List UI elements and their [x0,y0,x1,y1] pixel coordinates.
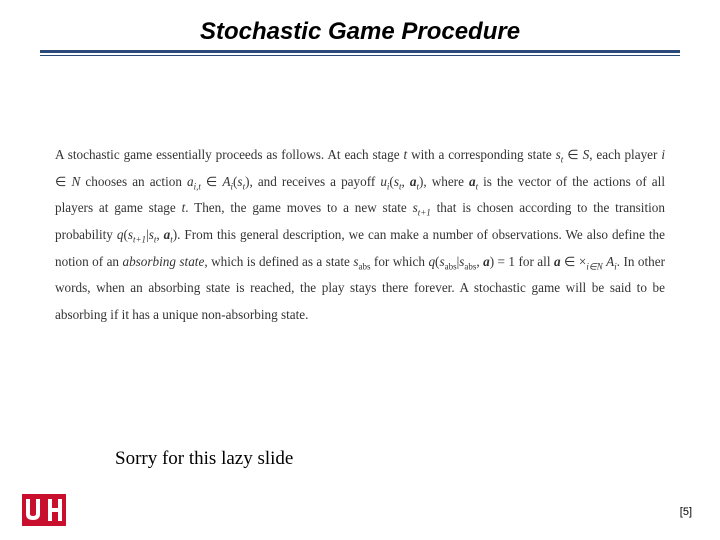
seg-7: . Then, the game moves to a new state [185,200,412,215]
body-content: A stochastic game essentially proceeds a… [0,62,720,328]
page-number: [5] [680,506,692,518]
slide-title: Stochastic Game Procedure [40,18,680,46]
uh-logo [22,494,66,526]
sorry-note: Sorry for this lazy slide [115,448,293,470]
seg-10: absorbing state [122,254,204,269]
seg-11: , which is defined as a state [204,254,353,269]
seg-0: A stochastic game essentially proceeds a… [55,147,404,162]
paragraph: A stochastic game essentially proceeds a… [55,142,665,328]
seg-3: chooses an action [80,174,187,189]
title-underline [40,50,680,56]
seg-4: , and receives a payoff [249,174,380,189]
seg-1: with a cor­responding state [407,147,555,162]
seg-5: , where [423,174,469,189]
seg-12: for which [370,254,428,269]
seg-13: for all [515,254,554,269]
seg-2: , each player [589,147,661,162]
